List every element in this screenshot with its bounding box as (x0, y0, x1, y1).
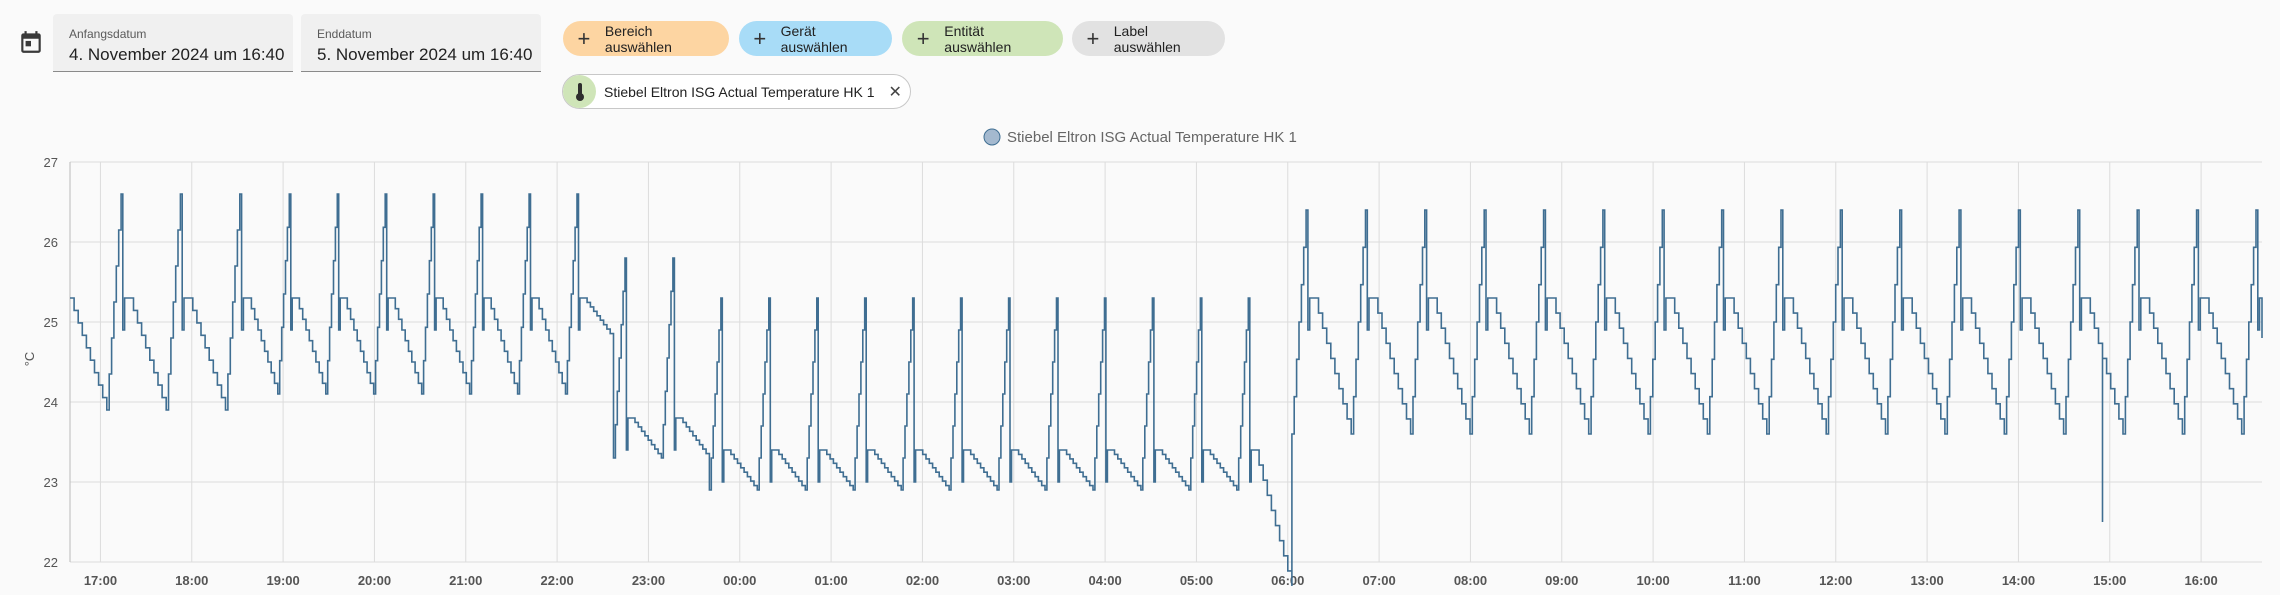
x-tick-label: 14:00 (2002, 573, 2035, 588)
plus-icon: + (916, 25, 930, 51)
add-area-label: Bereich auswählen (604, 22, 672, 55)
x-tick-label: 18:00 (175, 573, 208, 588)
add-label-label: Label auswählen (1113, 22, 1181, 55)
x-tick-label: 15:00 (2093, 573, 2126, 588)
x-tick-label: 09:00 (1545, 573, 1578, 588)
x-tick-label: 04:00 (1088, 573, 1121, 588)
y-axis-ticks: 22 23 24 25 26 27 (44, 155, 58, 570)
y-tick-label: 22 (44, 555, 58, 570)
add-label-button[interactable]: + Label auswählen (1072, 21, 1225, 56)
start-date-label: Anfangsdatum (69, 27, 147, 41)
x-tick-label: 20:00 (358, 573, 391, 588)
x-tick-label: 10:00 (1636, 573, 1669, 588)
legend-entry[interactable]: Stiebel Eltron ISG Actual Temperature HK… (1007, 129, 1297, 146)
x-tick-label: 23:00 (632, 573, 665, 588)
series-line-temperature[interactable] (70, 193, 2263, 586)
y-axis-label: °C (22, 352, 37, 367)
add-device-label: Gerät auswählen (780, 22, 848, 55)
thermometer-icon (563, 75, 596, 108)
add-entity-button[interactable]: + Entität auswählen (902, 21, 1063, 56)
x-tick-label: 11:00 (1728, 573, 1761, 588)
y-tick-label: 26 (44, 235, 58, 250)
x-tick-label: 01:00 (814, 573, 847, 588)
x-tick-label: 03:00 (997, 573, 1030, 588)
start-date-field[interactable]: Anfangsdatum 4. November 2024 um 16:40 (53, 14, 293, 72)
end-date-field[interactable]: Enddatum 5. November 2024 um 16:40 (301, 14, 541, 72)
x-tick-label: 13:00 (1910, 573, 1943, 588)
x-tick-label: 19:00 (266, 573, 299, 588)
calendar-icon[interactable] (18, 28, 44, 56)
add-device-button[interactable]: + Gerät auswählen (739, 21, 892, 56)
y-tick-label: 25 (44, 315, 58, 330)
x-tick-label: 22:00 (540, 573, 573, 588)
remove-entity-icon[interactable]: ✕ (888, 83, 902, 101)
plus-icon: + (753, 25, 767, 51)
selected-entity-chip[interactable]: Stiebel Eltron ISG Actual Temperature HK… (562, 74, 911, 109)
selected-entity-name: Stiebel Eltron ISG Actual Temperature HK… (604, 83, 875, 100)
end-date-value: 5. November 2024 um 16:40 (317, 45, 533, 64)
x-tick-label: 05:00 (1180, 573, 1213, 588)
y-tick-label: 23 (44, 475, 58, 490)
history-chart[interactable]: Stiebel Eltron ISG Actual Temperature HK… (0, 118, 2280, 595)
y-tick-label: 27 (44, 155, 58, 170)
x-tick-label: 21:00 (449, 573, 482, 588)
plus-icon: + (577, 25, 591, 51)
x-tick-label: 00:00 (723, 573, 756, 588)
x-tick-label: 02:00 (906, 573, 939, 588)
x-tick-label: 17:00 (84, 573, 117, 588)
start-date-value: 4. November 2024 um 16:40 (69, 45, 285, 64)
x-tick-label: 12:00 (1819, 573, 1852, 588)
x-tick-label: 08:00 (1454, 573, 1487, 588)
plus-icon: + (1086, 25, 1100, 51)
x-axis-ticks: 17:00 18:00 19:00 20:00 21:00 22:00 23:00 00:00… (84, 573, 2218, 588)
y-tick-label: 24 (44, 395, 58, 410)
x-tick-label: 07:00 (1362, 573, 1395, 588)
x-tick-label: 06:00 (1271, 573, 1304, 588)
x-tick-label: 16:00 (2184, 573, 2217, 588)
legend-swatch (983, 128, 1001, 146)
end-date-label: Enddatum (317, 27, 372, 41)
add-area-button[interactable]: + Bereich auswählen (563, 21, 729, 56)
chart-grid (69, 161, 2262, 563)
add-entity-label: Entität auswählen (944, 22, 1012, 55)
